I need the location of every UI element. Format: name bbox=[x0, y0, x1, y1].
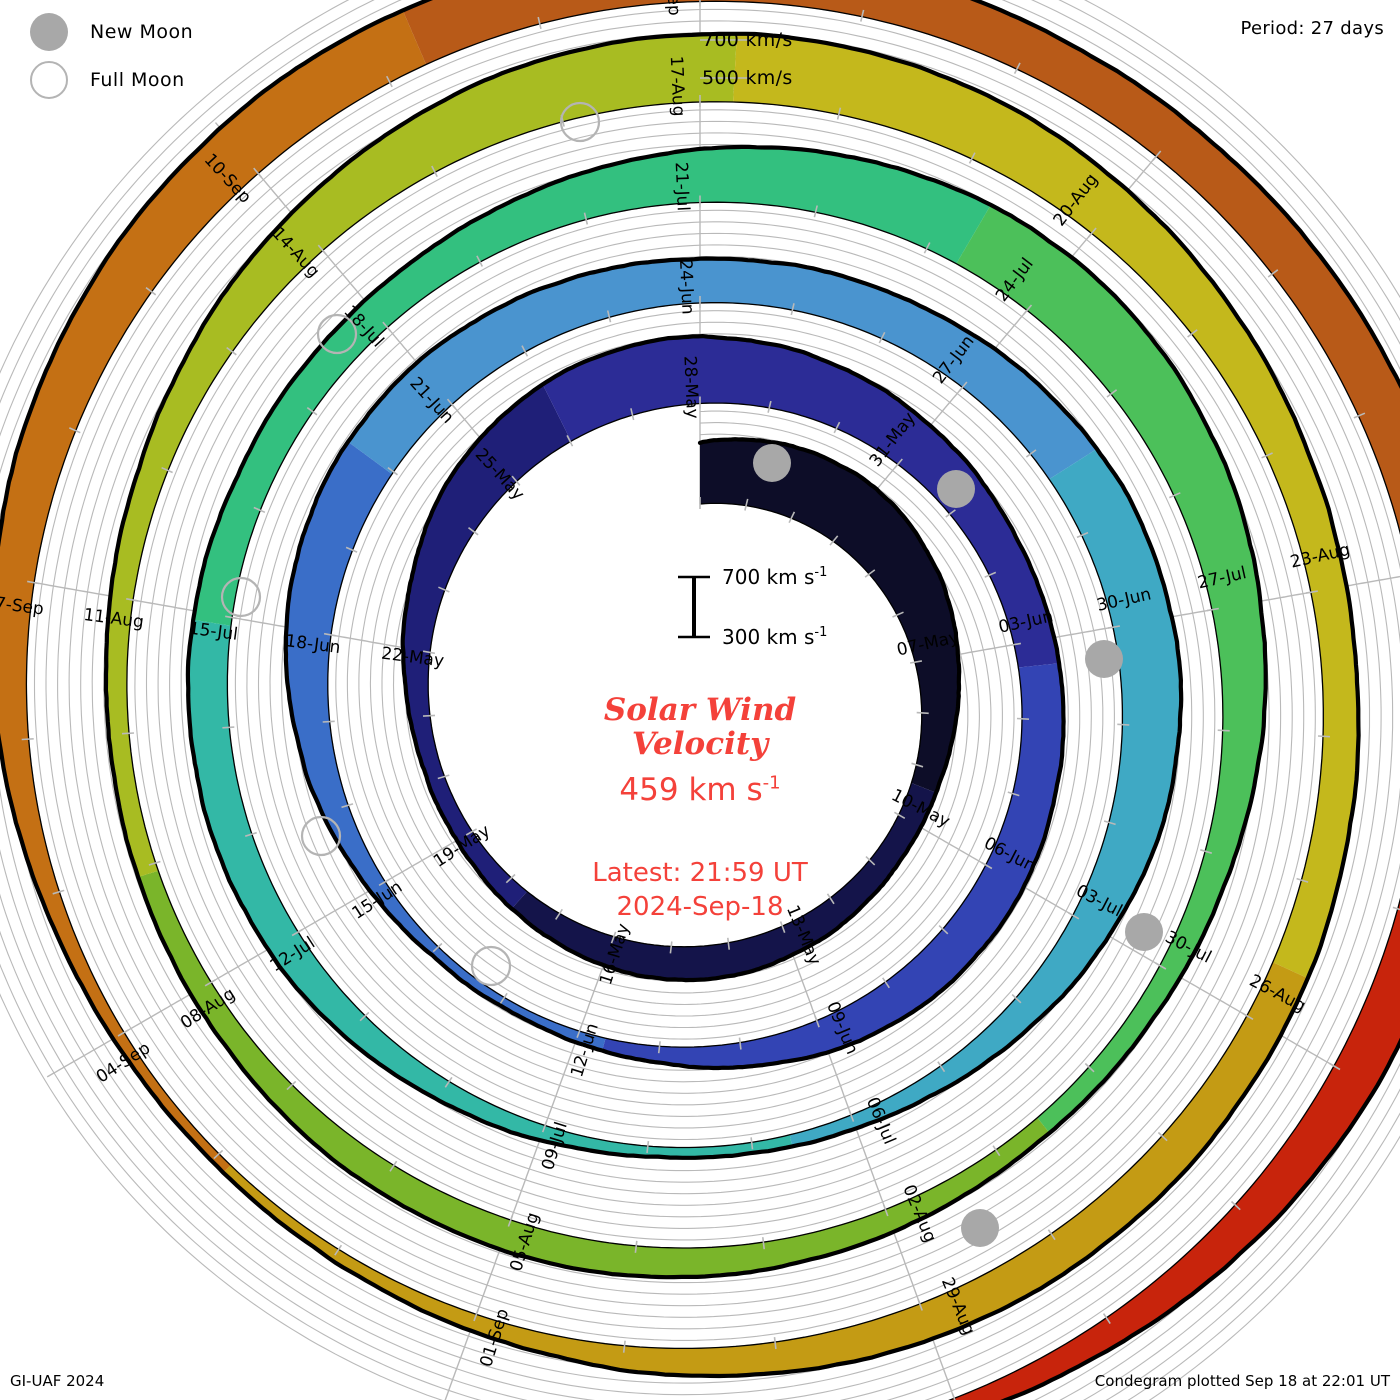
moon-phase-legend: New Moon Full Moon bbox=[22, 8, 193, 104]
plot-title-line1: Solar Wind bbox=[603, 692, 797, 728]
legend-label-full-moon: Full Moon bbox=[90, 69, 185, 91]
current-value-exponent: -1 bbox=[762, 772, 781, 794]
period-label: Period: 27 days bbox=[1240, 18, 1384, 39]
date-label: 11-Aug bbox=[82, 605, 145, 633]
legend-label-new-moon: New Moon bbox=[90, 21, 194, 43]
full-moon-marker bbox=[559, 101, 601, 143]
date-label: 28-May bbox=[679, 355, 702, 419]
date-label: 24-Jun bbox=[675, 259, 697, 315]
new-moon-icon bbox=[30, 13, 68, 51]
current-value-readout: 459 km s-1 bbox=[0, 772, 1400, 808]
latest-timestamp: Latest: 21:59 UT 2024-Sep-18 bbox=[0, 856, 1400, 924]
date-label: 21-Jul bbox=[671, 162, 693, 212]
full-moon-icon bbox=[30, 61, 68, 99]
full-moon-marker bbox=[300, 815, 342, 857]
legend-item-full-moon: Full Moon bbox=[22, 56, 193, 104]
plot-title-line2: Velocity bbox=[631, 726, 769, 762]
full-moon-marker bbox=[316, 313, 358, 355]
radial-tick-500: 500 km/s bbox=[702, 67, 793, 89]
new-moon-marker bbox=[753, 444, 791, 482]
new-moon-marker bbox=[1125, 913, 1163, 951]
plot-title: Solar Wind Velocity bbox=[0, 693, 1400, 761]
current-value: 459 bbox=[619, 772, 679, 808]
moon-markers bbox=[220, 101, 1163, 1247]
date-label: 13-Sep bbox=[661, 0, 684, 16]
new-moon-marker bbox=[961, 1209, 999, 1247]
footer-plot-time: Condegram plotted Sep 18 at 22:01 UT bbox=[1094, 1372, 1390, 1390]
current-value-unit: km s bbox=[688, 772, 763, 808]
new-moon-marker bbox=[1085, 640, 1123, 678]
footer-credit: GI-UAF 2024 bbox=[10, 1372, 105, 1390]
latest-time: Latest: 21:59 UT bbox=[592, 858, 808, 888]
full-moon-marker bbox=[470, 945, 512, 987]
full-moon-marker bbox=[220, 576, 262, 618]
date-label: 22-May bbox=[380, 644, 445, 672]
legend-item-new-moon: New Moon bbox=[22, 8, 193, 56]
radial-tick-700: 700 km/s bbox=[702, 29, 793, 51]
new-moon-marker bbox=[937, 470, 975, 508]
spiral-minor-ticks bbox=[21, 0, 1400, 1400]
latest-date: 2024-Sep-18 bbox=[616, 892, 784, 922]
date-label: 17-Aug bbox=[666, 55, 689, 116]
